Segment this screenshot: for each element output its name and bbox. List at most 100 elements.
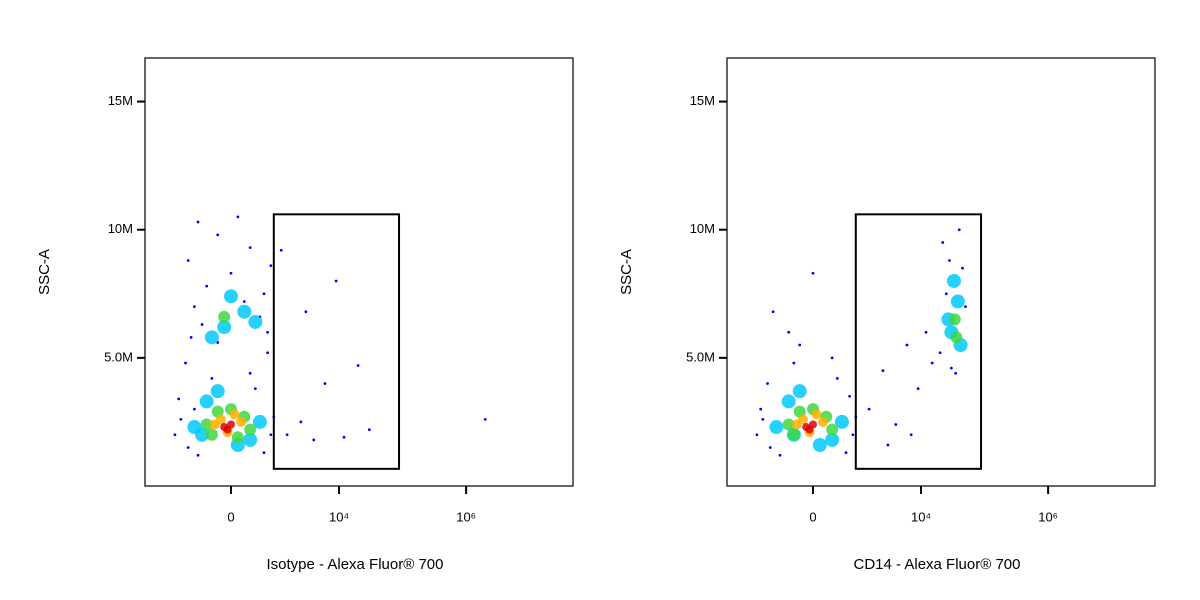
event-dot [844,451,848,455]
event-dot [199,394,214,409]
event-dot [825,432,840,447]
event-dot [830,356,834,360]
event-dot [248,371,252,375]
event-dot [231,431,244,444]
event-dot [279,248,283,252]
event-dot [797,414,808,425]
x-axis-title: Isotype - Alexa Fluor® 700 [267,556,444,573]
event-dot [848,394,852,398]
event-dot [252,414,267,429]
event-dot [342,435,346,439]
event-dot [312,438,316,442]
plot-panel: 5.0M 10M 15M 0 10⁴ 10⁶ CD14 - Alexa Fluor® 700… [618,57,1156,573]
event-dot [334,279,338,283]
event-dot [916,387,920,391]
points [755,228,968,457]
event-dot [851,433,855,437]
event-dot [805,425,814,434]
event-dot [184,361,187,365]
event-dot [894,423,898,426]
event-dot [210,376,214,380]
event-dot [867,407,871,411]
event-dot [818,416,829,427]
event-dot [215,414,226,425]
event-dot [179,417,183,421]
event-dot [778,453,782,457]
event-dot [269,433,273,437]
y-tick-label: 10M [690,221,715,236]
event-dot [189,335,193,339]
event-dot [299,420,303,424]
y-tick-label: 15M [690,93,715,108]
event-dot [223,425,232,434]
event-dot [266,351,270,355]
event-dot [262,451,266,455]
event-dot [186,446,190,449]
event-dot [243,432,258,447]
event-dot [766,382,769,385]
event-dot [217,320,232,335]
plot-frame [144,57,574,487]
event-dot [216,233,220,237]
event-dot [236,215,240,219]
event-dot [771,310,775,314]
event-dot [949,366,953,370]
y-tick-label: 15M [108,93,133,108]
event-dot [195,427,210,442]
event-dot [811,409,822,420]
event-dot [196,220,200,224]
event-dot [950,294,965,309]
event-dot [269,264,273,267]
event-dot [948,259,951,262]
event-dot [205,284,209,288]
event-dot [798,343,802,347]
event-dot [930,361,934,365]
event-dot [941,241,945,244]
event-dot [224,289,239,304]
x-tick-label: 0 [227,509,234,524]
event-dot [483,417,487,421]
event-dot [812,437,827,452]
x-tick-label: 10⁴ [911,509,931,524]
x-tick-label: 10⁶ [1038,509,1058,524]
event-dot [924,330,928,334]
gate [854,213,983,470]
event-dot [186,259,190,262]
event-dot [787,330,791,334]
event-dot [200,418,213,431]
event-dot [781,394,796,409]
event-dot [285,433,289,437]
event-dot [177,397,181,401]
event-dot [946,273,961,288]
event-dot [961,266,964,270]
x-tick-label: 10⁶ [456,509,476,524]
event-dot [242,300,246,303]
x-tick-label: 0 [809,509,816,524]
y-axis-title: SSC-A [618,249,635,295]
event-dot [248,314,263,329]
event-dot [826,423,839,436]
event-dot [905,343,909,347]
event-dot [948,313,961,326]
event-dot [173,433,177,437]
event-dot [782,418,795,431]
event-dot [792,361,796,365]
event-dot [944,292,948,296]
event-dot [193,305,196,308]
event-dot [964,305,967,308]
event-dot [200,323,204,326]
event-dot [954,371,957,375]
event-dot [950,331,963,344]
event-dot [248,246,252,250]
event-dot [761,417,765,421]
plot-frame [726,57,1156,487]
event-dot [196,453,200,457]
event-dot [769,420,784,435]
event-dot [811,271,815,275]
event-dot [367,428,371,432]
event-dot [957,228,961,232]
event-dot [881,369,885,373]
event-dot [229,271,233,275]
x-tick-label: 10⁴ [329,509,349,524]
